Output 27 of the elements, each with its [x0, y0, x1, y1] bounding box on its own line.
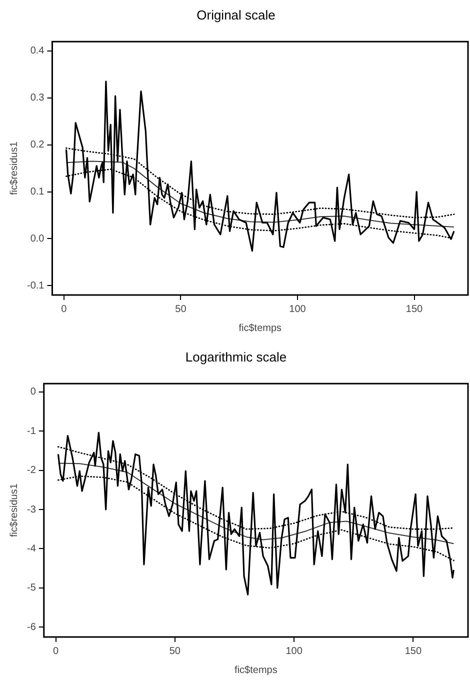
- x-tick-label: 50: [169, 646, 181, 657]
- y-tick-label: 0.4: [30, 46, 45, 57]
- y-tick-label: -6: [26, 622, 36, 633]
- x-axis-title: fic$temps: [238, 322, 282, 334]
- x-tick-label: 0: [53, 646, 60, 657]
- y-tick-label: 0.0: [30, 233, 45, 244]
- x-tick-label: 100: [286, 646, 303, 657]
- y-tick-label: -3: [26, 504, 36, 516]
- x-tick-label: 0: [61, 304, 68, 315]
- chart-title: Logarithmic scale: [185, 349, 287, 364]
- y-axis-title: fic$residus1: [8, 141, 20, 195]
- y-tick-label: 0.3: [30, 92, 45, 104]
- y-tick-label: -1: [26, 426, 36, 437]
- y-tick-label: -4: [26, 543, 36, 554]
- x-tick-label: 150: [404, 646, 422, 657]
- chart-title: Original scale: [196, 7, 276, 22]
- x-tick-label: 150: [406, 304, 424, 315]
- y-tick-label: -0.1: [26, 280, 45, 292]
- x-axis-title: fic$temps: [234, 664, 278, 676]
- y-axis-title: fic$residus1: [8, 483, 20, 537]
- y-tick-label: 0: [30, 386, 36, 398]
- y-tick-label: -2: [26, 465, 36, 476]
- y-tick-label: 0.1: [30, 186, 45, 198]
- x-tick-label: 100: [289, 304, 306, 315]
- y-tick-label: -5: [26, 582, 36, 594]
- x-tick-label: 50: [175, 304, 187, 315]
- y-tick-label: 0.2: [30, 140, 45, 151]
